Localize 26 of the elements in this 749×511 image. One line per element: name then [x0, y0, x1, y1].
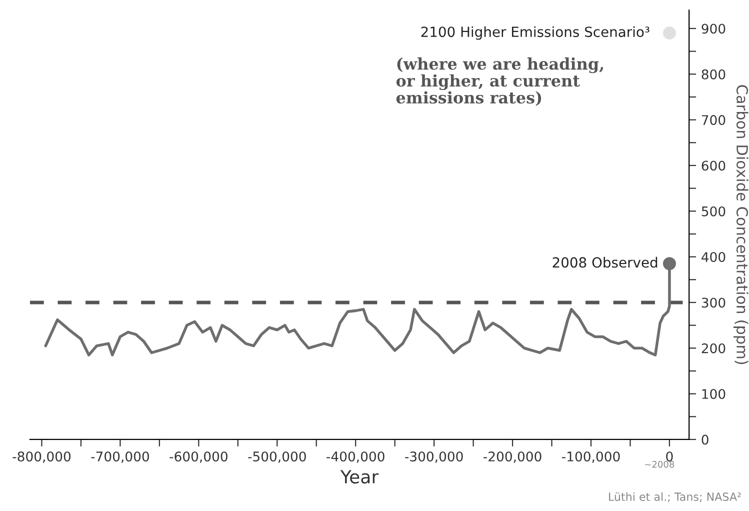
x-tick-label: 0: [666, 452, 673, 462]
y-tick-label: 700: [702, 115, 726, 126]
y-tick-label: 400: [702, 252, 726, 262]
annotation: 2008 Observed: [552, 256, 658, 268]
x-tick-label: -300,000: [405, 452, 463, 463]
x-tick-label: -700,000: [91, 452, 149, 463]
x-tick-label: -800,000: [12, 452, 71, 463]
y-tick-label: 300: [702, 298, 726, 308]
x-tick-label: -400,000: [326, 452, 384, 463]
x-axis-title: Year: [340, 470, 379, 484]
y-tick-label: 500: [702, 206, 726, 216]
annotation: 2100 Higher Emissions Scenario³: [421, 26, 650, 40]
y-tick-label: 800: [702, 69, 726, 80]
x-tick-label: -200,000: [484, 452, 542, 463]
y-tick-label: 600: [702, 160, 726, 171]
annotation: (where we are heading, or higher, at current emissions rates): [396, 57, 604, 106]
text: ~2008: [645, 460, 674, 468]
text: Lüthi et al.; Tans; NASA²: [609, 492, 741, 502]
x-tick-label: -600,000: [170, 452, 228, 463]
x-tick-label: -500,000: [248, 452, 306, 463]
y-tick-label: 0: [702, 434, 708, 445]
y-axis-title: Carbon Dioxide Concentration (ppm): [734, 85, 748, 364]
y-tick-label: 900: [702, 24, 726, 34]
y-tick-label: 200: [702, 343, 726, 354]
y-tick-label: 100: [702, 389, 726, 399]
x-tick-label: -100,000: [562, 452, 620, 463]
